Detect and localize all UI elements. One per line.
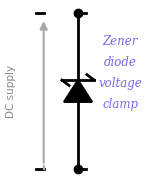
Text: clamp: clamp bbox=[102, 98, 138, 111]
Text: Zener: Zener bbox=[102, 35, 138, 48]
Text: DC supply: DC supply bbox=[6, 64, 16, 118]
Text: diode: diode bbox=[104, 56, 136, 69]
Text: voltage: voltage bbox=[98, 77, 142, 90]
Polygon shape bbox=[64, 80, 92, 102]
